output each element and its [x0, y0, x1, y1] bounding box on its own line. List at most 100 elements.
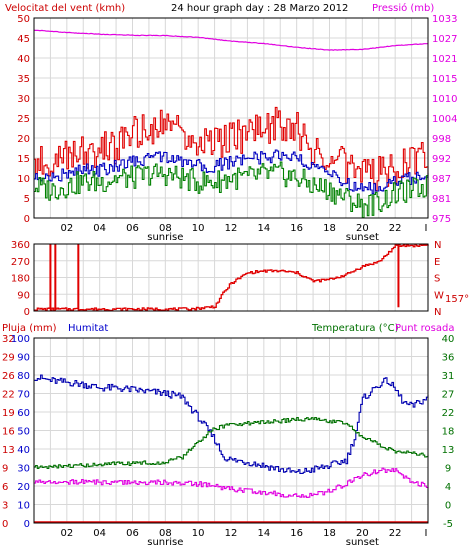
rain-tick-label: 6 — [2, 482, 8, 493]
pressure-tick-label: 975 — [432, 214, 451, 225]
rain-tick-label: 29 — [2, 353, 15, 364]
rain-tick-label: 32 — [2, 334, 15, 345]
temp-hour-label: 14 — [257, 528, 270, 539]
rain-tick-label: 13 — [2, 445, 15, 456]
wind-hour-label: 08 — [159, 223, 172, 234]
temperature-tick-label: -5 — [443, 519, 453, 530]
wind-speed-tick-label: 20 — [17, 134, 30, 145]
humidity-tick-label: 70 — [17, 390, 30, 401]
direction-compass-tick-label: N — [434, 307, 441, 318]
temperature-tick-label: 18 — [442, 427, 455, 438]
rain-tick-label: 9 — [2, 464, 8, 475]
wind-direction-line — [34, 243, 429, 312]
dewpoint-line — [34, 467, 429, 498]
temp-hour-label: 10 — [192, 528, 205, 539]
dewpoint-axis-title: Punt rosada — [395, 323, 454, 334]
wind-hour-label: 04 — [93, 223, 106, 234]
wind-end-tick-label: I — [425, 223, 428, 234]
humidity-tick-label: 0 — [24, 519, 30, 530]
pressure-tick-label: 1010 — [432, 94, 457, 105]
wind-hour-label: 02 — [60, 223, 73, 234]
temperature-tick-label: 9 — [445, 464, 451, 475]
wind-speed-tick-label: 10 — [17, 174, 30, 185]
temp-hour-label: 12 — [225, 528, 238, 539]
temperature-tick-label: 31 — [442, 371, 455, 382]
rain-axis-title: Pluja (mm) — [2, 323, 57, 334]
pressure-tick-label: 1004 — [432, 114, 457, 125]
wind-speed-tick-label: 0 — [24, 214, 30, 225]
temperature-tick-label: 13 — [442, 445, 455, 456]
wind-speed-tick-label: 40 — [17, 54, 30, 65]
wind-speed-axis-title: Velocitat del vent (kmh) — [5, 3, 125, 14]
direction-compass-tick-label: S — [434, 274, 440, 285]
direction-compass-tick-label: N — [434, 240, 441, 251]
wind-speed-tick-label: 5 — [24, 194, 30, 205]
direction-degree-tick-label: 180 — [11, 274, 30, 285]
temp-hour-label: 06 — [126, 528, 139, 539]
direction-compass-tick-label: W — [434, 290, 444, 301]
direction-current-value: 157° — [445, 294, 469, 305]
wind-gust-line — [34, 106, 429, 192]
temp-sunrise-label: sunrise — [147, 537, 183, 548]
temp-hour-label: 16 — [290, 528, 303, 539]
temperature-tick-label: 22 — [442, 408, 455, 419]
pressure-tick-label: 1021 — [432, 54, 457, 65]
temp-hour-label: 02 — [60, 528, 73, 539]
rain-tick-label: 22 — [2, 390, 15, 401]
wind-hour-label: 20 — [356, 223, 369, 234]
humidity-tick-label: 100 — [11, 334, 30, 345]
rain-tick-label: 26 — [2, 371, 15, 382]
temperature-tick-label: 40 — [442, 334, 455, 345]
humidity-tick-label: 40 — [17, 445, 30, 456]
direction-degree-tick-label: 360 — [11, 240, 30, 251]
temperature-tick-label: 0 — [445, 501, 451, 512]
pressure-tick-label: 998 — [432, 134, 451, 145]
humidity-tick-label: 20 — [17, 482, 30, 493]
direction-degree-tick-label: 90 — [17, 290, 30, 301]
wind-sunset-label: sunset — [346, 232, 379, 243]
humidity-tick-label: 80 — [17, 371, 30, 382]
grid-layer — [34, 17, 428, 524]
temp-hour-label: 22 — [389, 528, 402, 539]
humidity-line — [34, 374, 429, 475]
pressure-line — [33, 29, 428, 51]
wind-average-line — [34, 149, 429, 195]
tick-label-layer: 0510152025303540455097598198799299810041… — [2, 14, 457, 548]
graph-title: 24 hour graph day : 28 Marzo 2012 — [171, 3, 348, 14]
temperature-axis-title: Temperatura (°C) — [311, 323, 399, 334]
frame-layer — [33, 17, 429, 524]
temp-sunset-label: sunset — [346, 537, 379, 548]
direction-degree-tick-label: 0 — [24, 307, 30, 318]
rain-tick-label: 0 — [2, 519, 8, 530]
wind-hour-label: 16 — [290, 223, 303, 234]
pressure-tick-label: 1027 — [432, 34, 457, 45]
temp-hour-label: 18 — [323, 528, 336, 539]
humidity-axis-title: Humitat — [68, 323, 108, 334]
humidity-temperature-panel-frame — [33, 337, 429, 524]
wind-hour-label: 22 — [389, 223, 402, 234]
wind-speed-tick-label: 15 — [17, 154, 30, 165]
temperature-line — [34, 416, 429, 470]
wind-speed-tick-label: 45 — [17, 34, 30, 45]
wind-hour-label: 14 — [257, 223, 270, 234]
wind-speed-tick-label: 30 — [17, 94, 30, 105]
wind-speed-tick-label: 50 — [17, 14, 30, 25]
temp-hour-label: 08 — [159, 528, 172, 539]
wind-sunrise-label: sunrise — [147, 232, 183, 243]
rain-tick-label: 19 — [2, 408, 15, 419]
temp-hour-label: 20 — [356, 528, 369, 539]
temp-end-tick-label: I — [425, 528, 428, 539]
pressure-tick-label: 1015 — [432, 74, 457, 85]
rain-tick-label: 16 — [2, 427, 15, 438]
pressure-tick-label: 981 — [432, 194, 451, 205]
humidity-tick-label: 10 — [17, 501, 30, 512]
wind-panel-frame — [33, 17, 429, 219]
direction-degree-tick-label: 270 — [11, 257, 30, 268]
rain-tick-label: 3 — [2, 501, 8, 512]
wind-speed-tick-label: 25 — [17, 114, 30, 125]
direction-compass-tick-label: E — [434, 257, 440, 268]
pressure-tick-label: 987 — [432, 174, 451, 185]
wind-hour-label: 12 — [225, 223, 238, 234]
